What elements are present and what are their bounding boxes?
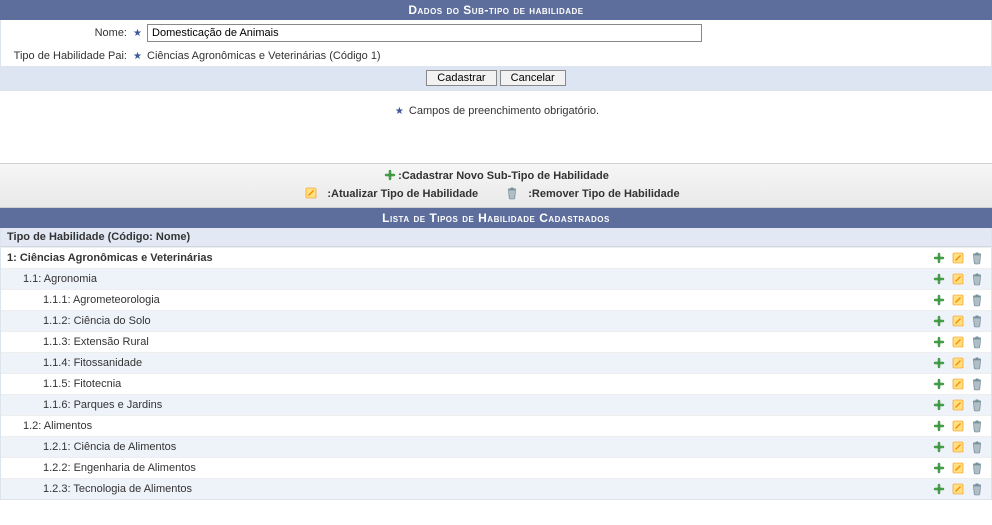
add-icon[interactable] — [932, 314, 946, 328]
legend-update-text: :Atualizar Tipo de Habilidade — [327, 188, 478, 200]
delete-icon[interactable] — [970, 251, 984, 265]
plus-icon — [383, 168, 397, 182]
add-icon[interactable] — [932, 419, 946, 433]
edit-icon[interactable] — [951, 314, 965, 328]
add-icon[interactable] — [932, 461, 946, 475]
legend-bar: :Cadastrar Novo Sub-Tipo de Habilidade :… — [0, 163, 992, 208]
row-actions — [932, 314, 985, 328]
row-label: 1: Ciências Agronômicas e Veterinárias — [7, 252, 932, 264]
nome-input[interactable] — [147, 24, 702, 42]
required-star: ★ — [395, 106, 404, 117]
pai-value: Ciências Agronômicas e Veterinárias (Cód… — [147, 50, 381, 62]
legend-add-text: :Cadastrar Novo Sub-Tipo de Habilidade — [398, 170, 609, 182]
list-header: Lista de Tipos de Habilidade Cadastrados — [0, 208, 992, 228]
delete-icon[interactable] — [970, 293, 984, 307]
delete-icon[interactable] — [970, 419, 984, 433]
table-row: 1.1.3: Extensão Rural — [1, 331, 991, 352]
add-icon[interactable] — [932, 356, 946, 370]
edit-icon[interactable] — [951, 377, 965, 391]
delete-icon[interactable] — [970, 482, 984, 496]
add-icon[interactable] — [932, 482, 946, 496]
row-actions — [932, 440, 985, 454]
delete-icon[interactable] — [970, 461, 984, 475]
add-icon[interactable] — [932, 335, 946, 349]
delete-icon[interactable] — [970, 335, 984, 349]
edit-icon[interactable] — [951, 356, 965, 370]
edit-icon[interactable] — [951, 398, 965, 412]
table-row: 1.1.2: Ciência do Solo — [1, 310, 991, 331]
add-icon[interactable] — [932, 377, 946, 391]
row-actions — [932, 272, 985, 286]
row-label: 1.1.6: Parques e Jardins — [7, 399, 932, 411]
delete-icon[interactable] — [970, 314, 984, 328]
trash-icon — [505, 186, 519, 200]
required-note-text: Campos de preenchimento obrigatório. — [409, 105, 599, 117]
table-row: 1.2: Alimentos — [1, 415, 991, 436]
form-area: Nome: ★ Tipo de Habilidade Pai: ★ Ciênci… — [0, 20, 992, 91]
cadastrar-button[interactable]: Cadastrar — [426, 70, 496, 86]
edit-icon[interactable] — [951, 251, 965, 265]
pai-label: Tipo de Habilidade Pai: — [7, 50, 131, 62]
row-label: 1.2.3: Tecnologia de Alimentos — [7, 483, 932, 495]
table-row: 1.1: Agronomia — [1, 268, 991, 289]
required-star: ★ — [133, 28, 142, 39]
edit-icon — [304, 186, 318, 200]
add-icon[interactable] — [932, 440, 946, 454]
row-label: 1.1.4: Fitossanidade — [7, 357, 932, 369]
row-actions — [932, 461, 985, 475]
row-label: 1.1.5: Fitotecnia — [7, 378, 932, 390]
edit-icon[interactable] — [951, 293, 965, 307]
row-actions — [932, 482, 985, 496]
nome-label: Nome: — [7, 27, 131, 39]
row-label: 1.1.2: Ciência do Solo — [7, 315, 932, 327]
list-container: Tipo de Habilidade (Código: Nome) 1: Ciê… — [0, 228, 992, 500]
edit-icon[interactable] — [951, 419, 965, 433]
table-row: 1.2.1: Ciência de Alimentos — [1, 436, 991, 457]
table-row: 1: Ciências Agronômicas e Veterinárias — [1, 247, 991, 268]
row-label: 1.1.3: Extensão Rural — [7, 336, 932, 348]
table-row: 1.2.3: Tecnologia de Alimentos — [1, 478, 991, 499]
row-label: 1.2.1: Ciência de Alimentos — [7, 441, 932, 453]
table-row: 1.2.2: Engenharia de Alimentos — [1, 457, 991, 478]
legend-remove-text: :Remover Tipo de Habilidade — [528, 188, 679, 200]
row-label: 1.2.2: Engenharia de Alimentos — [7, 462, 932, 474]
required-star: ★ — [133, 51, 142, 62]
delete-icon[interactable] — [970, 440, 984, 454]
row-actions — [932, 398, 985, 412]
row-actions — [932, 251, 985, 265]
delete-icon[interactable] — [970, 377, 984, 391]
add-icon[interactable] — [932, 398, 946, 412]
add-icon[interactable] — [932, 251, 946, 265]
row-actions — [932, 335, 985, 349]
table-row: 1.1.1: Agrometeorologia — [1, 289, 991, 310]
add-icon[interactable] — [932, 293, 946, 307]
table-row: 1.1.5: Fitotecnia — [1, 373, 991, 394]
cancelar-button[interactable]: Cancelar — [500, 70, 566, 86]
form-header: Dados do Sub-tipo de habilidade — [0, 0, 992, 20]
row-actions — [932, 419, 985, 433]
edit-icon[interactable] — [951, 461, 965, 475]
table-row: 1.1.6: Parques e Jardins — [1, 394, 991, 415]
row-label: 1.1: Agronomia — [7, 273, 932, 285]
edit-icon[interactable] — [951, 440, 965, 454]
delete-icon[interactable] — [970, 272, 984, 286]
row-actions — [932, 293, 985, 307]
edit-icon[interactable] — [951, 272, 965, 286]
add-icon[interactable] — [932, 272, 946, 286]
delete-icon[interactable] — [970, 356, 984, 370]
table-row: 1.1.4: Fitossanidade — [1, 352, 991, 373]
list-column-header: Tipo de Habilidade (Código: Nome) — [1, 228, 991, 247]
row-actions — [932, 356, 985, 370]
row-label: 1.1.1: Agrometeorologia — [7, 294, 932, 306]
row-actions — [932, 377, 985, 391]
edit-icon[interactable] — [951, 335, 965, 349]
delete-icon[interactable] — [970, 398, 984, 412]
row-label: 1.2: Alimentos — [7, 420, 932, 432]
edit-icon[interactable] — [951, 482, 965, 496]
